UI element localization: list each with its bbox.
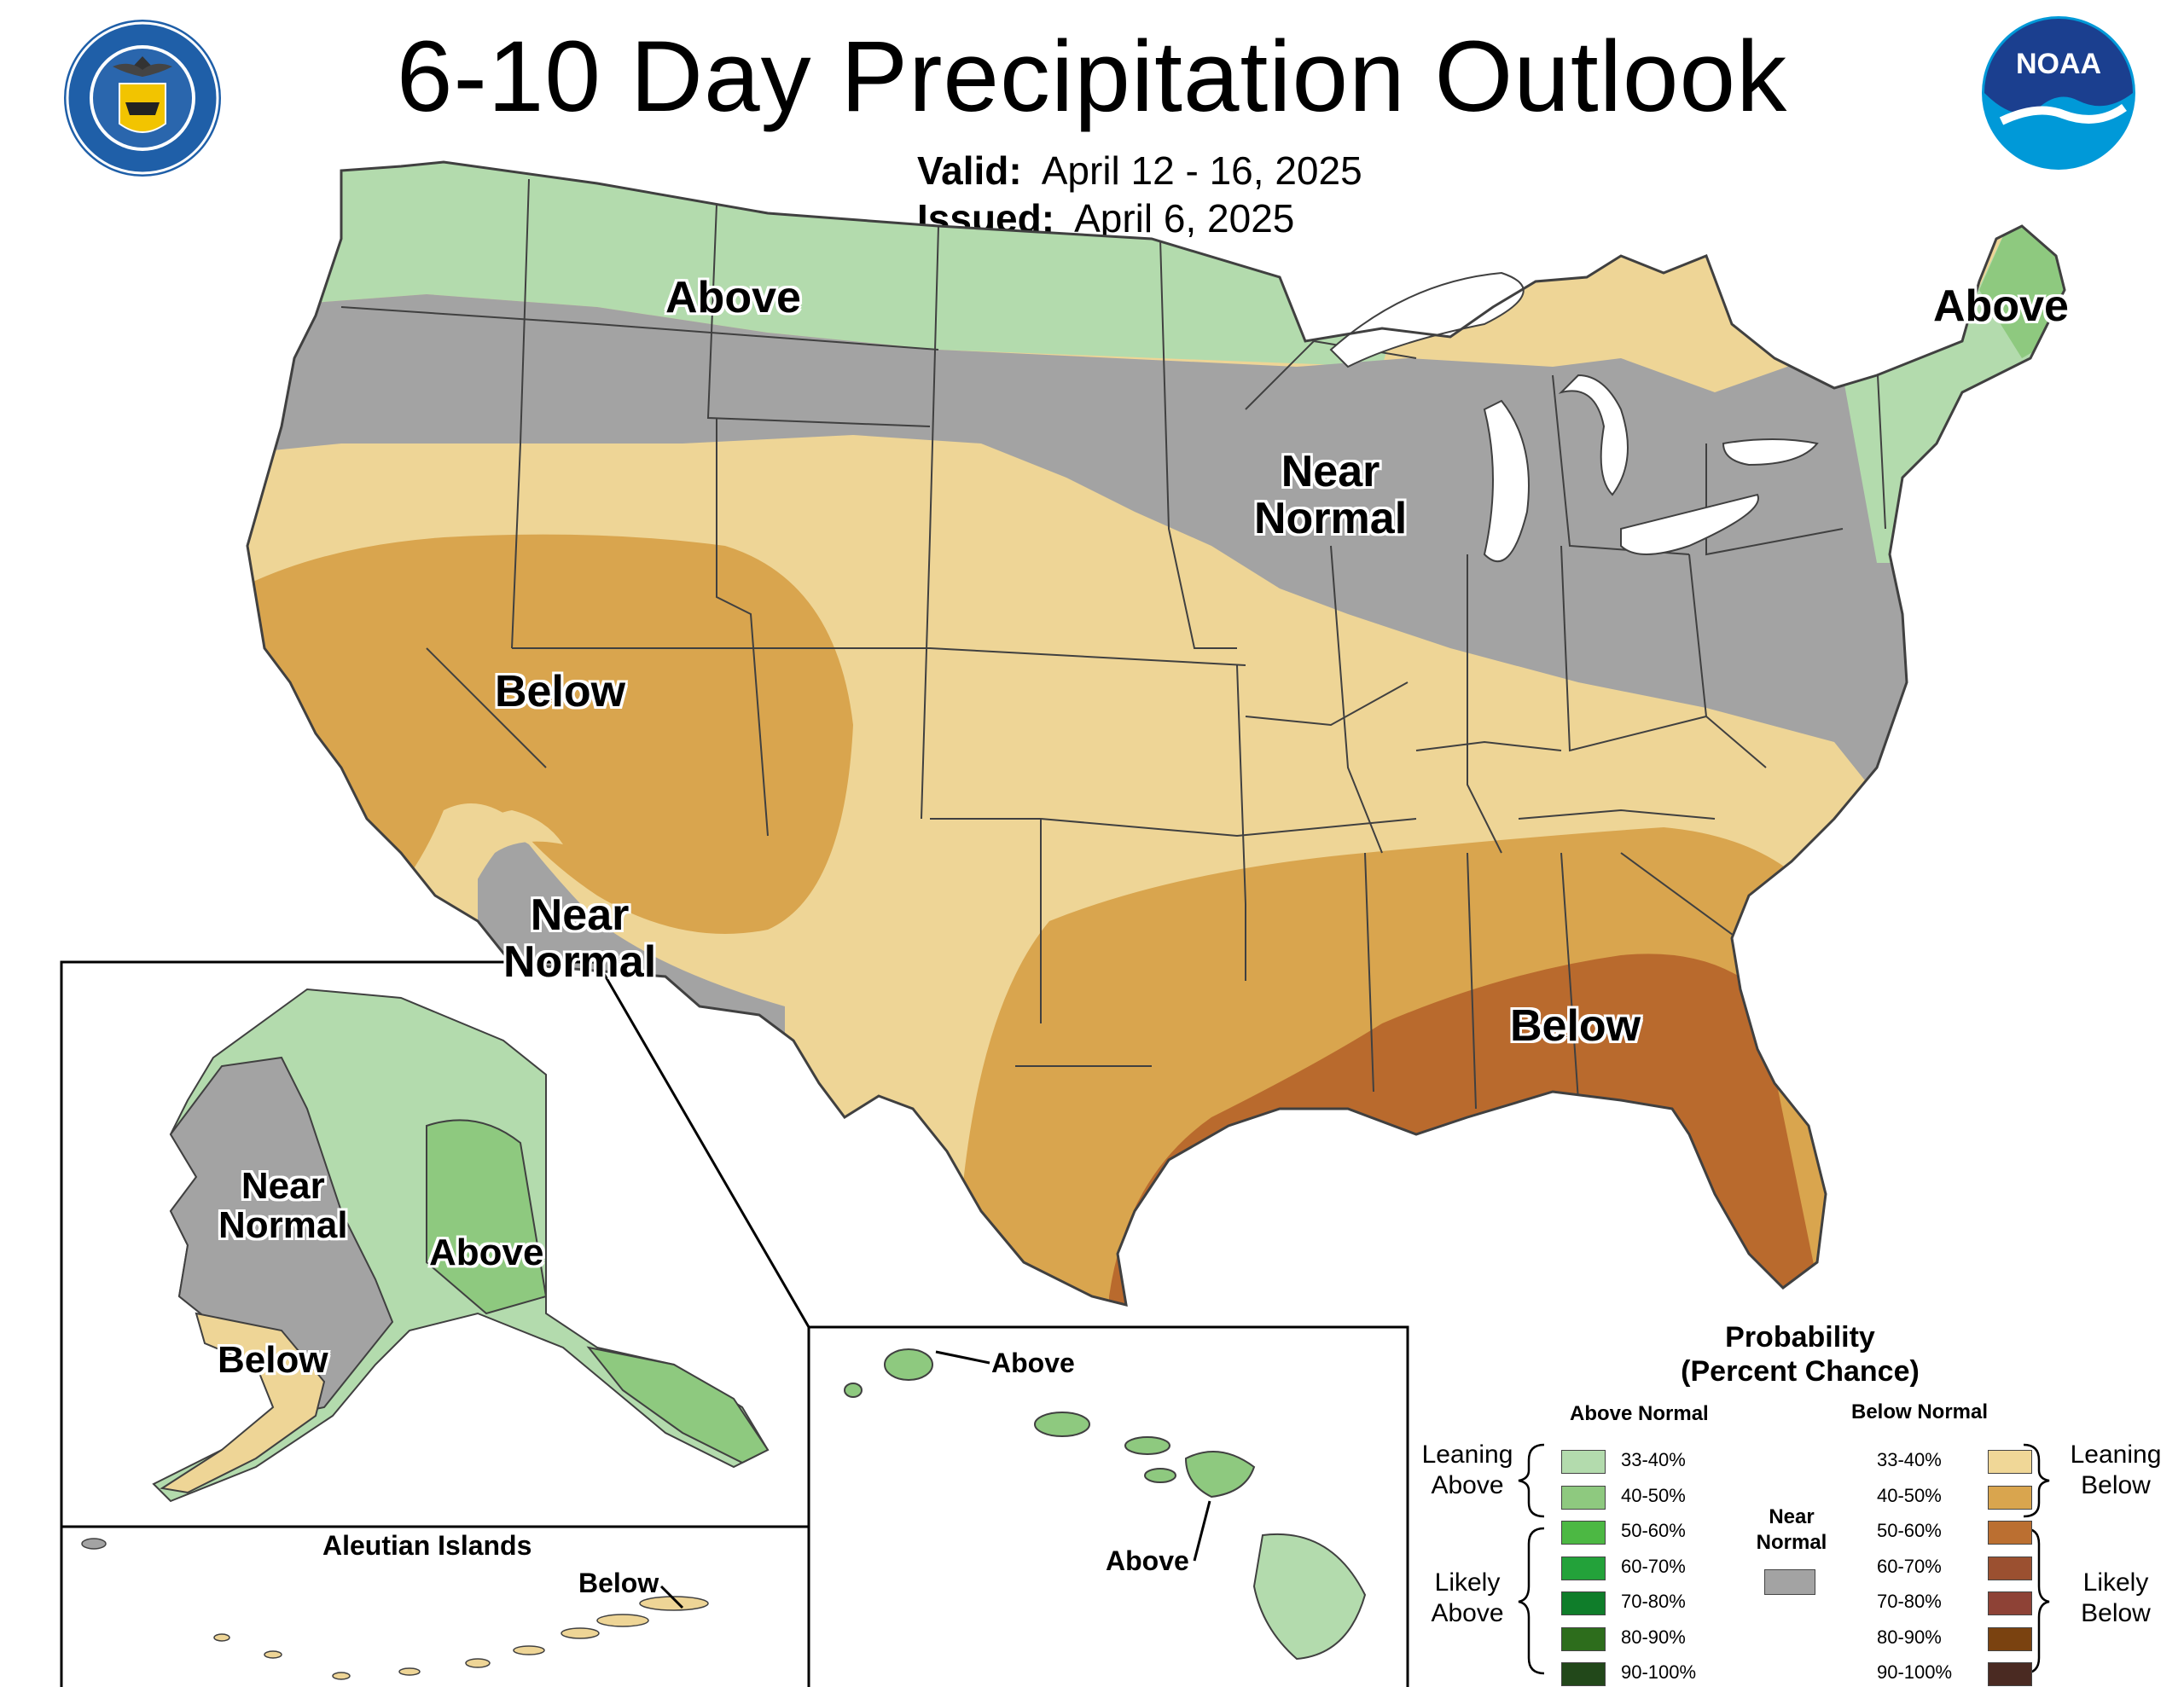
legend-below-swatch bbox=[1988, 1450, 2032, 1474]
legend-above-swatch bbox=[1561, 1591, 1606, 1615]
legend-above-swatch bbox=[1561, 1662, 1606, 1686]
legend-below-label: 50-60% bbox=[1877, 1520, 1942, 1541]
legend-below-label: 40-50% bbox=[1877, 1484, 1942, 1506]
hawaii-islands-map bbox=[659, 1348, 1367, 1661]
hawaii-inset-frame bbox=[807, 1325, 1409, 1687]
label-hawaii-above-maui: Above bbox=[1106, 1545, 1189, 1576]
legend-below-swatch bbox=[1988, 1626, 2032, 1651]
legend-above-label: 50-60% bbox=[1621, 1520, 1686, 1541]
legend-below-swatch bbox=[1988, 1485, 2032, 1510]
noaa-logo: NOAA bbox=[1982, 16, 2135, 170]
aleutian-inset-frame bbox=[60, 1525, 810, 1687]
legend-below-swatch bbox=[1988, 1556, 2032, 1580]
legend-above-swatch bbox=[1561, 1485, 1606, 1510]
below-west-region bbox=[247, 534, 853, 934]
legend-leaning-above: Leaning Above bbox=[1421, 1441, 1513, 1499]
legend-above-swatch bbox=[1561, 1626, 1606, 1651]
near-normal-southwest-region bbox=[478, 838, 785, 1058]
legend-above-swatch bbox=[1561, 1556, 1606, 1580]
legend-below-swatch bbox=[1988, 1521, 2032, 1545]
legend-near-normal-label: Near Normal bbox=[1756, 1505, 1827, 1554]
label-aleutian-below: Below bbox=[578, 1568, 659, 1598]
valid-label: Valid: bbox=[917, 148, 1022, 193]
legend-below-label: 70-80% bbox=[1877, 1591, 1942, 1612]
legend-below-swatch bbox=[1988, 1662, 2032, 1686]
commerce-seal-logo bbox=[64, 20, 221, 177]
label-alaska-near-normal: Near Normal bbox=[218, 1165, 348, 1247]
noaa-logo-text: NOAA bbox=[2016, 48, 2101, 80]
legend-above-label: 60-70% bbox=[1621, 1555, 1686, 1577]
conus-outline bbox=[246, 160, 2066, 1307]
alaska-map bbox=[152, 988, 770, 1503]
legend-likely-above: Likely Above bbox=[1431, 1568, 1504, 1627]
label-above-maine: Above bbox=[1933, 281, 2069, 331]
great-lakes bbox=[1329, 271, 1819, 563]
leaning-below-sliver bbox=[435, 810, 563, 921]
legend-above-label: 40-50% bbox=[1621, 1484, 1686, 1506]
legend-below-label: 33-40% bbox=[1877, 1449, 1942, 1470]
legend-above-label: 33-40% bbox=[1621, 1449, 1686, 1470]
legend-above-label: 80-90% bbox=[1621, 1626, 1686, 1648]
legend-below-swatch bbox=[1988, 1591, 2032, 1615]
page-title: 6-10 Day Precipitation Outlook bbox=[396, 20, 1788, 133]
legend-below-header: Below Normal bbox=[1851, 1400, 1989, 1423]
label-hawaii-above-kauai: Above bbox=[991, 1348, 1075, 1378]
state-borders bbox=[340, 178, 1886, 1110]
legend-near-normal-swatch bbox=[1764, 1569, 1815, 1595]
legend-below-label: 90-100% bbox=[1877, 1661, 1953, 1683]
issued-date: April 6, 2025 bbox=[1074, 196, 1295, 241]
label-below-southeast: Below bbox=[1510, 1001, 1641, 1051]
valid-issued-block: Valid: April 12 - 16, 2025 Issued: April… bbox=[917, 147, 1362, 242]
label-below-west: Below bbox=[495, 667, 626, 716]
legend-braces bbox=[1518, 1443, 2050, 1675]
legend-below-label: 80-90% bbox=[1877, 1626, 1942, 1648]
aleutian-islands-map bbox=[81, 1538, 709, 1680]
label-above-north: Above bbox=[665, 273, 801, 322]
label-near-normal-midwest: Near Normal bbox=[1254, 447, 1408, 543]
legend-above-label: 90-100% bbox=[1621, 1661, 1697, 1683]
legend-above-header: Above Normal bbox=[1570, 1402, 1709, 1425]
valid-dates: April 12 - 16, 2025 bbox=[1041, 148, 1362, 193]
label-alaska-below: Below bbox=[218, 1339, 328, 1381]
label-alaska-above: Above bbox=[429, 1232, 544, 1273]
legend-below-label: 60-70% bbox=[1877, 1555, 1942, 1577]
legend-title: Probability (Percent Chance) bbox=[1681, 1321, 1920, 1388]
legend-above-swatch bbox=[1561, 1521, 1606, 1545]
legend-leaning-below: Leaning Below bbox=[2070, 1441, 2162, 1499]
legend-likely-below: Likely Below bbox=[2081, 1568, 2151, 1627]
legend-above-swatch bbox=[1561, 1450, 1606, 1474]
label-near-normal-southwest: Near Normal bbox=[503, 890, 657, 987]
aleutian-title: Aleutian Islands bbox=[322, 1530, 532, 1561]
legend: Probability (Percent Chance) Above Normal… bbox=[1416, 1320, 2167, 1686]
legend-above-label: 70-80% bbox=[1621, 1591, 1686, 1612]
